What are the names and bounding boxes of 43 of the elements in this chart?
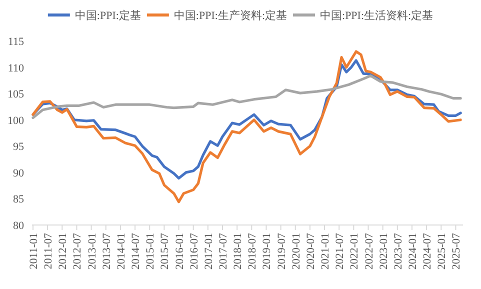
y-tick-label: 95 — [13, 141, 24, 154]
x-tick-label: 2025-01 — [436, 233, 448, 270]
y-tick-label: 110 — [8, 62, 24, 74]
x-tick-label: 2022-01 — [348, 233, 361, 270]
x-tick-label: 2021-07 — [334, 232, 346, 270]
line-series — [32, 50, 462, 204]
x-tick-label: 2011-07 — [42, 232, 55, 270]
y-tick-label: 80 — [13, 220, 24, 232]
x-tick-label: 2015-07 — [159, 232, 172, 270]
x-tick-label: 2020-01 — [290, 233, 302, 270]
x-tick-label: 2023-07 — [392, 232, 404, 270]
x-tick-label: 2019-01 — [261, 233, 274, 270]
y-tick-label: 115 — [8, 36, 24, 48]
legend-label: 中国:PPI:生活资料:定基 — [320, 9, 434, 22]
y-tick-label: 90 — [13, 167, 24, 180]
y-tick-label: 105 — [8, 88, 24, 101]
x-tick-label: 2016-07 — [188, 232, 200, 270]
x-tick-label: 2016-01 — [174, 233, 186, 270]
legend-label: 中国:PPI:生产资料:定基 — [174, 9, 288, 22]
x-tick-label: 2021-01 — [320, 233, 332, 270]
x-tick-label: 2014-01 — [115, 233, 128, 270]
x-tick-label: 2012-01 — [57, 233, 70, 270]
line-series — [32, 74, 462, 120]
x-tick-label: 2013-01 — [86, 233, 98, 270]
x-tick-label: 2023-01 — [378, 233, 390, 270]
x-tick-label: 2025-07 — [450, 232, 463, 270]
x-tick-label: 2018-07 — [246, 232, 259, 270]
x-tick-label: 2014-07 — [130, 232, 142, 270]
x-tick-label: 2019-07 — [276, 232, 288, 270]
x-tick-label: 2012-07 — [72, 232, 84, 270]
x-tick-label: 2017-01 — [202, 233, 215, 270]
x-tick-label: 2017-07 — [217, 232, 230, 270]
x-tick-label: 2011-01 — [28, 233, 40, 270]
x-tick-label: 2018-01 — [232, 233, 244, 270]
x-tick-label: 2024-07 — [422, 232, 434, 270]
x-tick-label: 2022-07 — [363, 232, 376, 270]
y-tick-label: 85 — [13, 194, 24, 206]
x-tick-label: 2013-07 — [100, 232, 113, 270]
x-tick-label: 2015-01 — [144, 233, 157, 270]
y-tick-label: 100 — [8, 114, 24, 127]
x-tick-label: 2020-07 — [304, 232, 317, 270]
legend-label: 中国:PPI:定基 — [74, 9, 141, 22]
x-tick-label: 2024-01 — [406, 233, 419, 270]
